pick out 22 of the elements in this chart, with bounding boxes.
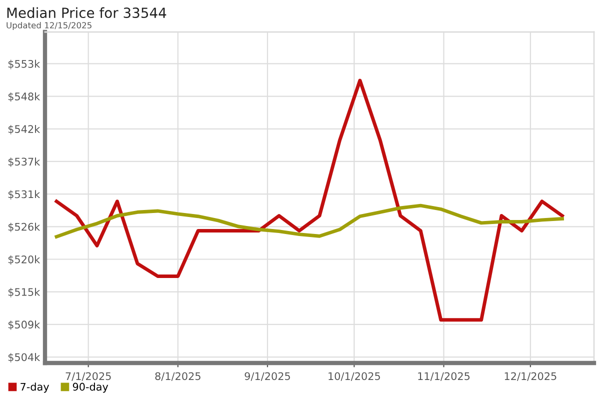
- y-tick-label: $515k: [8, 288, 40, 298]
- x-tick-label: 7/1/2025: [66, 372, 111, 381]
- legend-label: 7-day: [20, 382, 50, 393]
- line-series: [54, 204, 564, 238]
- x-tick-label: 12/1/2025: [504, 372, 556, 381]
- y-tick-label: $526k: [8, 222, 40, 232]
- y-tick-label: $542k: [8, 124, 40, 134]
- y-tick-label: $537k: [8, 158, 40, 167]
- legend-label: 90-day: [72, 382, 108, 393]
- x-tick-label: 11/1/2025: [418, 372, 470, 381]
- y-tick-label: $504k: [8, 353, 40, 363]
- y-tick-label: $509k: [8, 320, 40, 330]
- y-tick-label: $553k: [8, 60, 40, 70]
- x-tick-label: 10/1/2025: [328, 372, 380, 381]
- y-tick-label: $531k: [8, 190, 40, 200]
- chart-subtitle: Updated 12/15/2025: [6, 22, 92, 30]
- x-tick-label: 9/1/2025: [244, 372, 290, 381]
- y-tick-label: $520k: [8, 255, 40, 265]
- chart-title: Median Price for 33544: [7, 7, 166, 18]
- x-tick-label: 8/1/2025: [155, 372, 200, 381]
- line-series: [54, 78, 564, 322]
- y-tick-label: $548k: [8, 92, 40, 102]
